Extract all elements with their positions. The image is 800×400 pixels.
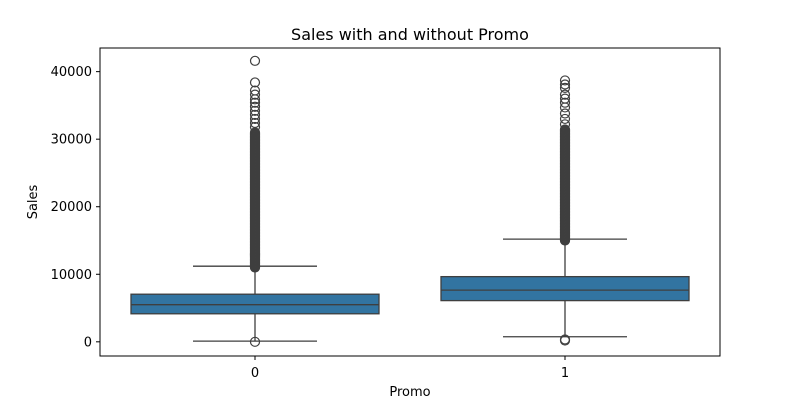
outlier-high-1-8	[559, 79, 571, 90]
outlier-high-0-5	[249, 101, 261, 112]
y-tick-label-0: 0	[84, 335, 92, 350]
box-1	[440, 275, 690, 302]
outlier-high-0-0	[249, 121, 261, 133]
outlier-high-0-2	[249, 113, 261, 125]
plot-frame	[99, 47, 721, 357]
plot-marks	[130, 55, 690, 347]
y-tick-label-10000: 10000	[51, 268, 92, 283]
outlier-high-0-6	[249, 97, 261, 108]
y-tick-label-30000: 30000	[51, 133, 92, 148]
x-tick-label-1: 1	[561, 366, 569, 381]
outlier-high-0-9	[249, 85, 261, 96]
box-group-1	[440, 75, 690, 346]
x-axis-label: Promo	[389, 385, 430, 400]
box-group-0	[130, 55, 380, 347]
chart-title: Sales with and without Promo	[291, 25, 529, 44]
box-0	[130, 293, 380, 315]
outlier-high-1-1	[559, 113, 571, 125]
outlier-high-0-1	[249, 117, 261, 129]
outlier-low-1-1	[559, 334, 571, 345]
outlier-high-0-11	[249, 55, 261, 66]
outlier-high-1-7	[559, 82, 571, 93]
outlier-high-1-9	[559, 75, 571, 86]
y-tick-label-20000: 20000	[51, 200, 92, 215]
outlier-high-1-5	[559, 93, 571, 104]
outlier-high-0-3	[249, 109, 261, 120]
y-axis: 0 10000 20000 30000 40000	[51, 65, 100, 350]
outlier-high-1-6	[559, 89, 571, 100]
y-axis-label: Sales	[26, 184, 41, 219]
x-tick-label-0: 0	[251, 366, 259, 381]
outlier-high-0-10	[249, 77, 261, 88]
y-tick-label-40000: 40000	[51, 65, 92, 80]
outlier-high-1-4	[559, 97, 571, 108]
outlier-high-0-8	[249, 89, 261, 100]
outlier-high-0-4	[249, 105, 261, 116]
outlier-band-point-1-185	[559, 124, 571, 135]
outlier-high-1-2	[559, 108, 571, 119]
outlier-high-1-0	[559, 119, 571, 130]
outlier-low-0-0	[249, 336, 261, 347]
